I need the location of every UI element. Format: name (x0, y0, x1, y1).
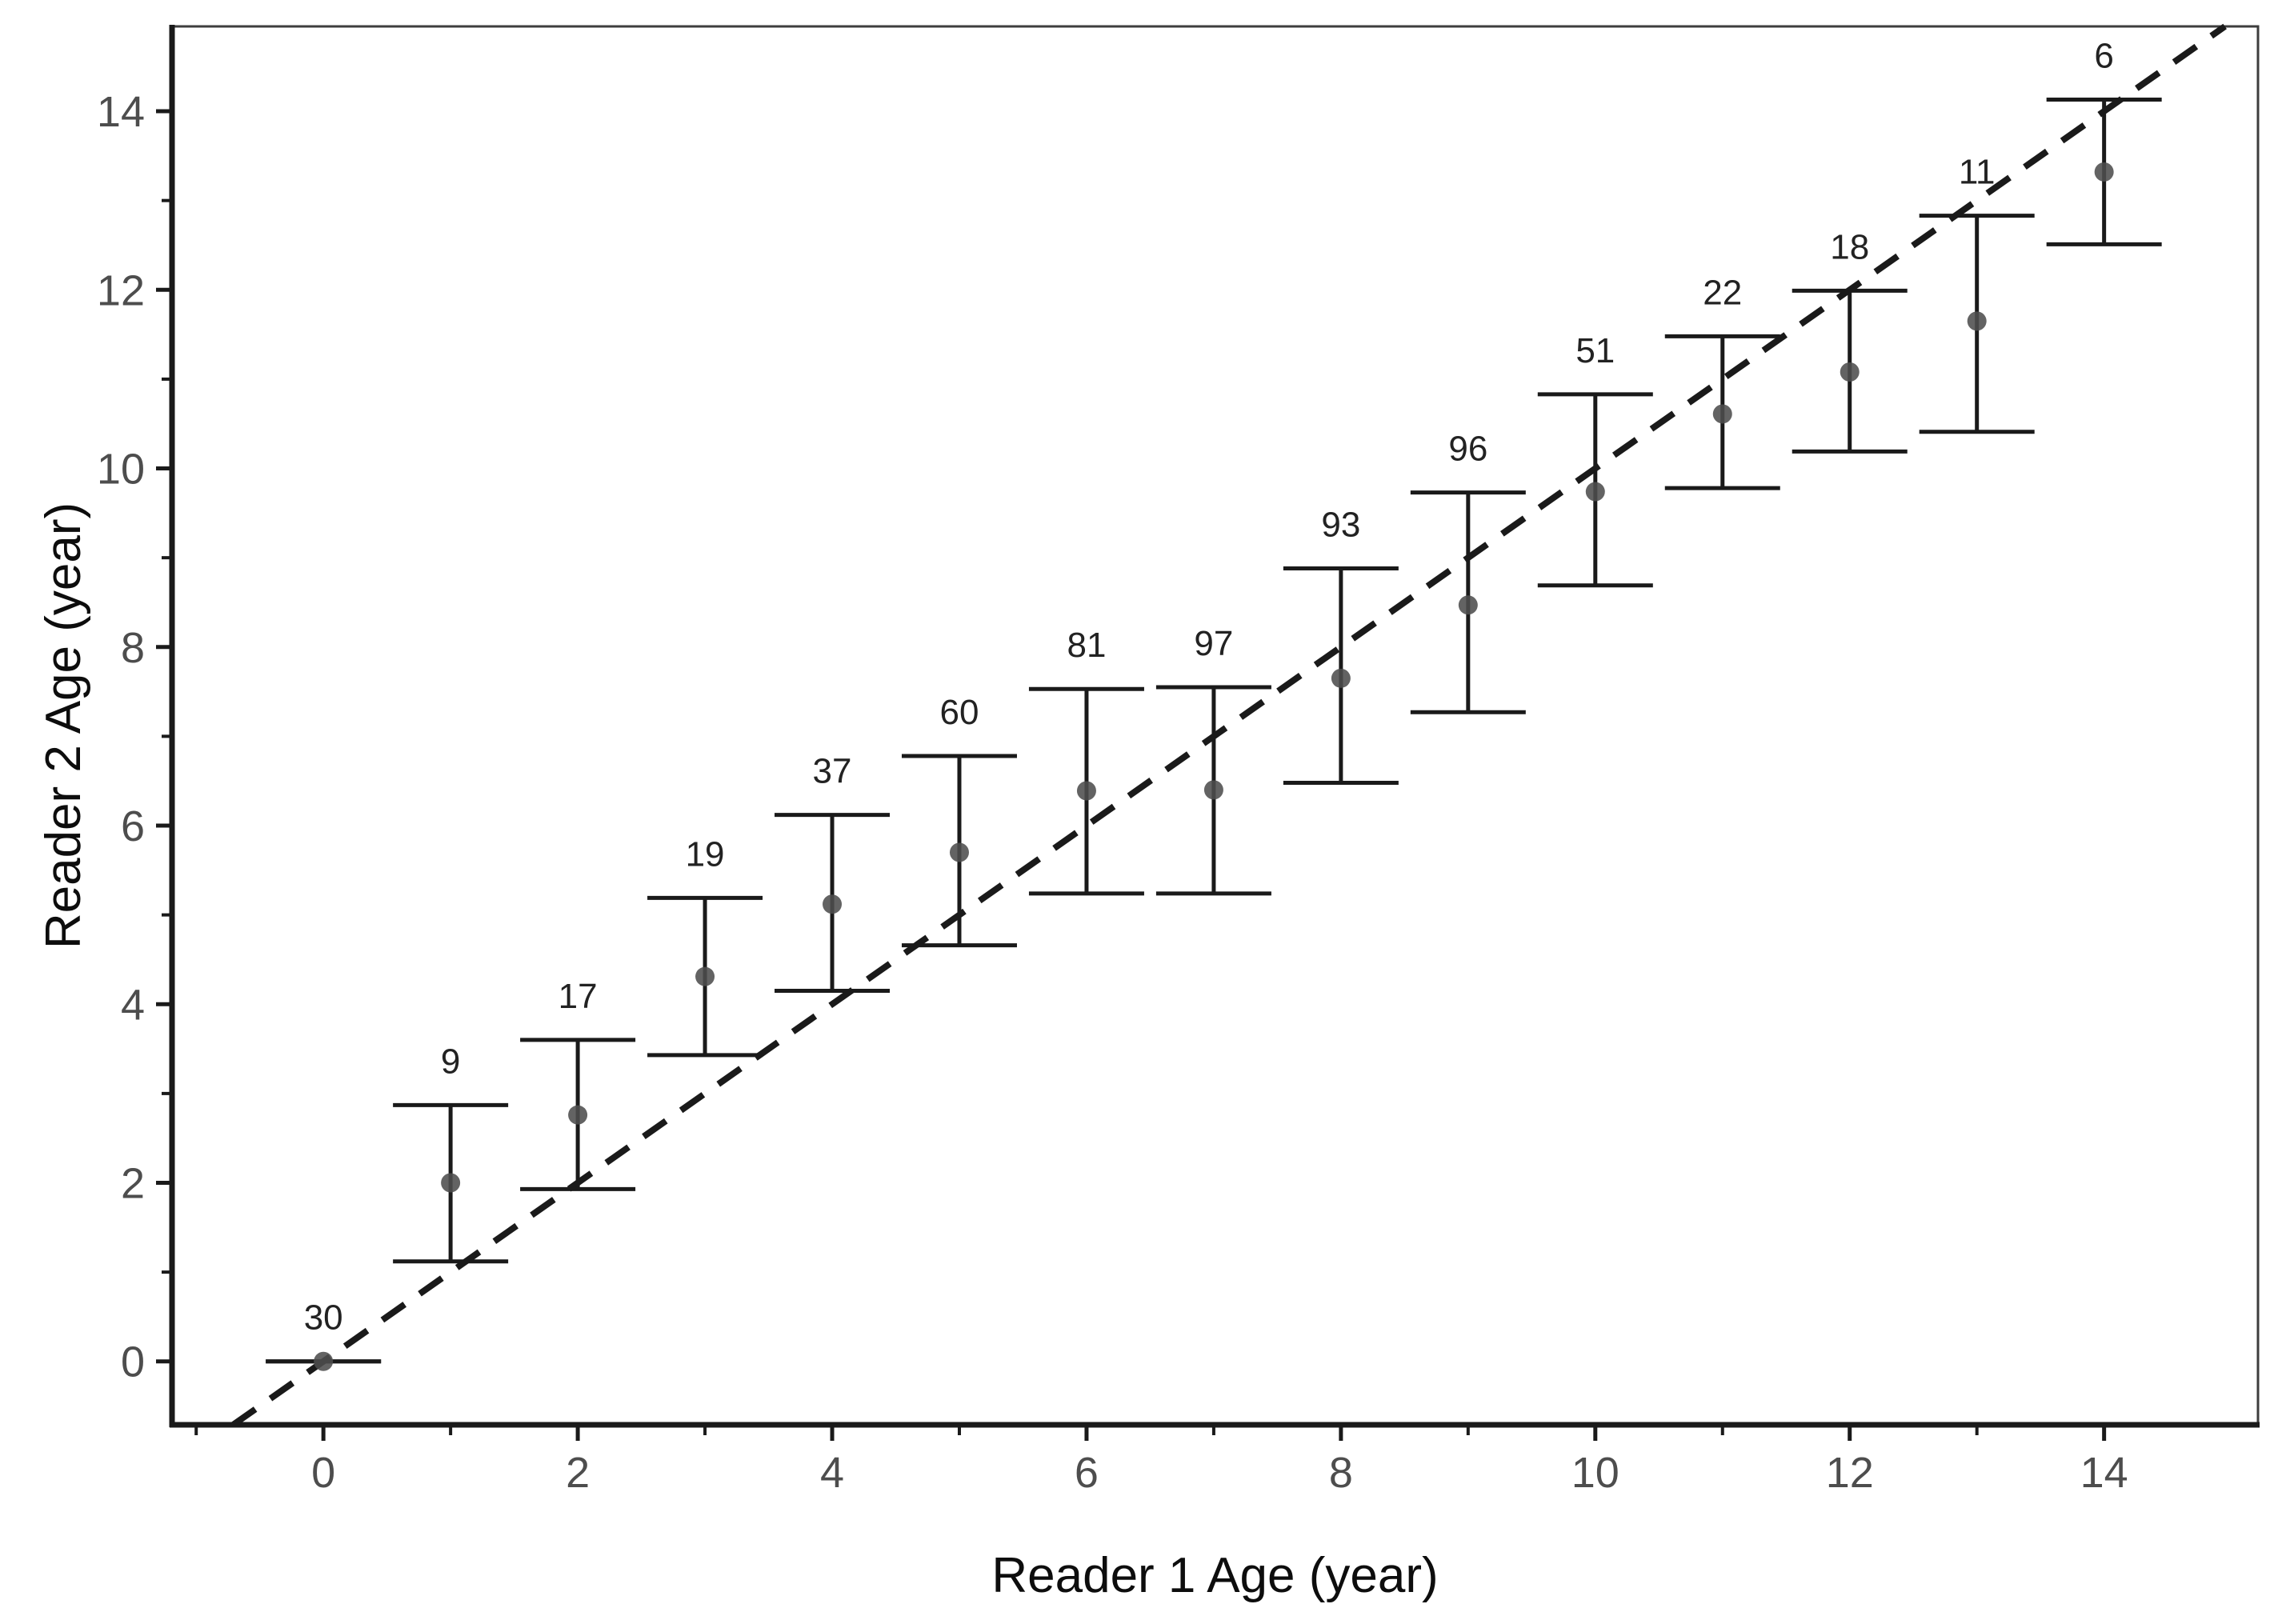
sample-size-label: 97 (1194, 624, 1233, 663)
x-tick-label: 2 (566, 1449, 590, 1497)
y-tick-label: 14 (97, 88, 145, 136)
sample-size-label: 18 (1830, 227, 1869, 266)
identity-line (231, 23, 2227, 1428)
mean-point (1458, 595, 1478, 615)
sample-size-label: 93 (1321, 506, 1360, 545)
mean-point (1585, 482, 1605, 502)
sample-size-label: 30 (304, 1298, 343, 1338)
sample-size-label: 19 (686, 834, 725, 874)
mean-point (1712, 404, 1732, 424)
mean-point (1203, 780, 1223, 800)
sample-size-label: 9 (441, 1042, 460, 1081)
sample-size-label: 17 (558, 977, 598, 1016)
sample-size-label: 11 (1959, 153, 1996, 192)
sample-size-label: 51 (1575, 331, 1615, 370)
mean-point (695, 966, 715, 986)
x-tick-label: 10 (1571, 1449, 1619, 1497)
sample-size-label: 6 (2094, 37, 2113, 76)
sample-size-labels: 30 9 17 19 37 60 81 97 93 96 51 22 18 11 6 (304, 37, 2114, 1338)
x-axis-title: Reader 1 Age (year) (991, 1548, 1438, 1603)
y-tick-label: 4 (121, 981, 145, 1029)
mean-point (949, 842, 969, 862)
x-tick-label: 14 (2080, 1449, 2128, 1497)
x-tick-label: 8 (1329, 1449, 1353, 1497)
mean-point (1840, 362, 1860, 382)
y-tick-label: 8 (121, 624, 145, 672)
mean-point (1967, 311, 1987, 331)
mean-point (823, 894, 843, 914)
sample-size-label: 96 (1448, 430, 1487, 469)
y-tick-label: 12 (97, 266, 145, 314)
y-tick-label: 2 (121, 1160, 145, 1208)
y-tick-label: 0 (121, 1338, 145, 1386)
mean-point (441, 1173, 461, 1193)
y-tick-label: 10 (97, 446, 145, 494)
identity-dashed-line (231, 23, 2227, 1428)
data-points (314, 162, 2114, 1371)
sample-size-label: 22 (1703, 273, 1742, 312)
mean-point (314, 1351, 334, 1371)
mean-point (1076, 781, 1096, 801)
x-tick-label: 12 (1826, 1449, 1874, 1497)
y-axis-tick-labels: 0 2 4 6 8 10 12 14 (97, 88, 145, 1386)
y-axis-title: Reader 2 Age (year) (36, 502, 91, 949)
error-bars (266, 98, 2162, 1364)
x-axis-tick-labels: 0 2 4 6 8 10 12 14 (311, 1449, 2128, 1497)
sample-size-label: 37 (813, 752, 852, 791)
sample-size-label: 60 (940, 693, 979, 732)
mean-point (568, 1105, 588, 1125)
mean-point (1331, 668, 1351, 688)
x-tick-label: 6 (1075, 1449, 1099, 1497)
y-tick-label: 6 (121, 802, 145, 850)
x-tick-label: 0 (311, 1449, 335, 1497)
x-tick-label: 4 (820, 1449, 844, 1497)
mean-point (2094, 162, 2114, 182)
sample-size-label: 81 (1067, 626, 1106, 665)
